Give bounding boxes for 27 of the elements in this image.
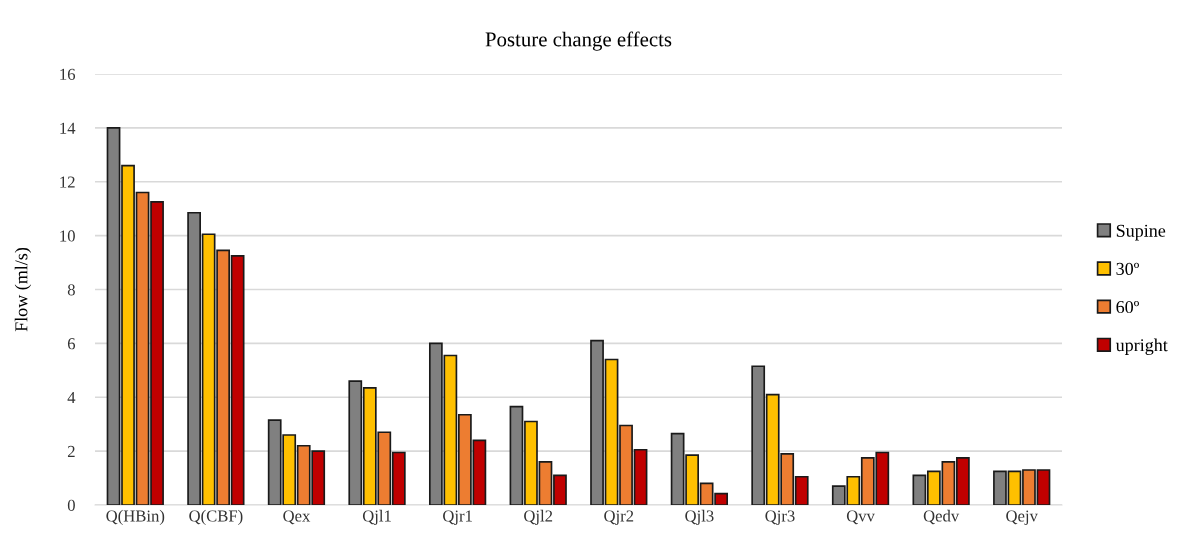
x-tick-label: Qejv [1006,510,1038,525]
y-tick-label: 12 [60,176,75,188]
y-tick-label: 4 [67,392,76,404]
x-tick-label: Qjl2 [524,509,553,525]
x-tick-label: Qex [283,510,311,525]
x-tick-label: Qjr1 [443,510,472,525]
legend-label: 30º [1116,262,1139,275]
x-tick-label: Qjr2 [604,510,634,525]
y-tick-label: 14 [60,122,76,134]
chart-title: Posture change effects [485,31,672,51]
x-tick-label: Q(CBF) [189,509,243,525]
x-tick-label: Qedv [923,509,960,525]
y-tick-label: 6 [67,338,76,350]
y-tick-label: 2 [67,445,75,457]
legend-label: upright [1115,338,1168,355]
x-tick-label: Qvv [846,510,875,525]
legend-label: 60º [1116,300,1139,314]
x-tick-label: Qjl1 [362,509,391,525]
x-tick-label: Qjr3 [765,510,795,525]
y-axis-title: Flow (ml/s) [14,247,32,332]
y-tick-label: 10 [60,230,75,242]
y-tick-label: 0 [67,499,75,511]
y-tick-label: 8 [67,284,75,296]
legend-label: Supine [1116,224,1166,241]
x-tick-label: Q(HBin) [106,509,165,525]
y-tick-label: 16 [60,68,76,80]
x-tick-label: Qjl3 [685,509,714,525]
